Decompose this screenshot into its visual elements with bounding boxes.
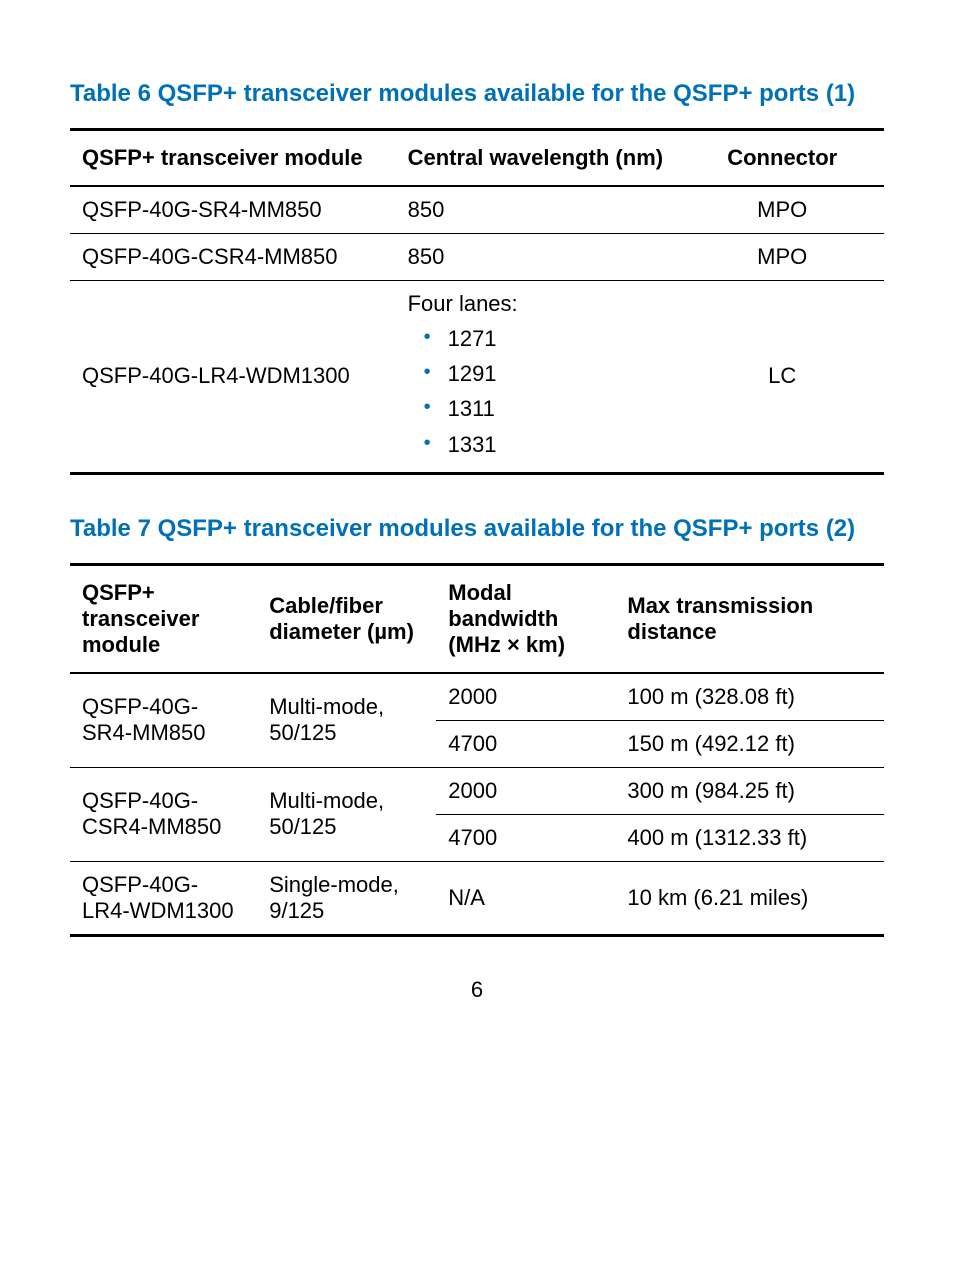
cell-cable: Multi-mode, 50/125 <box>257 673 436 768</box>
lane-item: 1291 <box>424 356 669 391</box>
table7-header-distance: Max transmission distance <box>615 564 884 673</box>
cell-module: QSFP-40G-CSR4-MM850 <box>70 234 396 281</box>
cell-connector: MPO <box>680 234 884 281</box>
table6-header-module: QSFP+ transceiver module <box>70 130 396 187</box>
cell-wavelength: 850 <box>396 186 681 234</box>
table7: QSFP+ transceiver module Cable/fiber dia… <box>70 563 884 937</box>
cell-bandwidth: 2000 <box>436 673 615 721</box>
table6: QSFP+ transceiver module Central wavelen… <box>70 128 884 475</box>
table6-header-connector: Connector <box>680 130 884 187</box>
cell-module: QSFP-40G-SR4-MM850 <box>70 186 396 234</box>
lane-item: 1331 <box>424 427 669 462</box>
cell-bandwidth: N/A <box>436 861 615 935</box>
table7-header-row: QSFP+ transceiver module Cable/fiber dia… <box>70 564 884 673</box>
cell-bandwidth: 2000 <box>436 767 615 814</box>
cell-module: QSFP-40G-SR4-MM850 <box>70 673 257 768</box>
table-row: QSFP-40G-LR4-WDM1300 Single-mode, 9/125 … <box>70 861 884 935</box>
cell-bandwidth: 4700 <box>436 720 615 767</box>
lane-item: 1311 <box>424 391 669 426</box>
table6-header-wavelength: Central wavelength (nm) <box>396 130 681 187</box>
cell-wavelength: 850 <box>396 234 681 281</box>
cell-distance: 100 m (328.08 ft) <box>615 673 884 721</box>
lanes-label: Four lanes: <box>408 291 669 317</box>
cell-bandwidth: 4700 <box>436 814 615 861</box>
cell-connector: MPO <box>680 186 884 234</box>
lane-item: 1271 <box>424 321 669 356</box>
page-number: 6 <box>70 977 884 1003</box>
cell-connector: LC <box>680 281 884 474</box>
table7-title: Table 7 QSFP+ transceiver modules availa… <box>70 515 884 543</box>
cell-distance: 400 m (1312.33 ft) <box>615 814 884 861</box>
table-row: QSFP-40G-SR4-MM850 850 MPO <box>70 186 884 234</box>
cell-wavelength-lanes: Four lanes: 1271 1291 1311 1331 <box>396 281 681 474</box>
lanes-list: 1271 1291 1311 1331 <box>408 321 669 462</box>
table6-header-row: QSFP+ transceiver module Central wavelen… <box>70 130 884 187</box>
cell-module: QSFP-40G-LR4-WDM1300 <box>70 281 396 474</box>
cell-module: QSFP-40G-CSR4-MM850 <box>70 767 257 861</box>
table-row: QSFP-40G-LR4-WDM1300 Four lanes: 1271 12… <box>70 281 884 474</box>
cell-distance: 10 km (6.21 miles) <box>615 861 884 935</box>
table7-header-cable: Cable/fiber diameter (µm) <box>257 564 436 673</box>
cell-cable: Multi-mode, 50/125 <box>257 767 436 861</box>
cell-module: QSFP-40G-LR4-WDM1300 <box>70 861 257 935</box>
cell-distance: 150 m (492.12 ft) <box>615 720 884 767</box>
table-row: QSFP-40G-CSR4-MM850 850 MPO <box>70 234 884 281</box>
table-row: QSFP-40G-CSR4-MM850 Multi-mode, 50/125 2… <box>70 767 884 814</box>
table7-header-module: QSFP+ transceiver module <box>70 564 257 673</box>
table-row: QSFP-40G-SR4-MM850 Multi-mode, 50/125 20… <box>70 673 884 721</box>
cell-cable: Single-mode, 9/125 <box>257 861 436 935</box>
table7-header-bandwidth: Modal bandwidth (MHz × km) <box>436 564 615 673</box>
table6-title: Table 6 QSFP+ transceiver modules availa… <box>70 80 884 108</box>
cell-distance: 300 m (984.25 ft) <box>615 767 884 814</box>
